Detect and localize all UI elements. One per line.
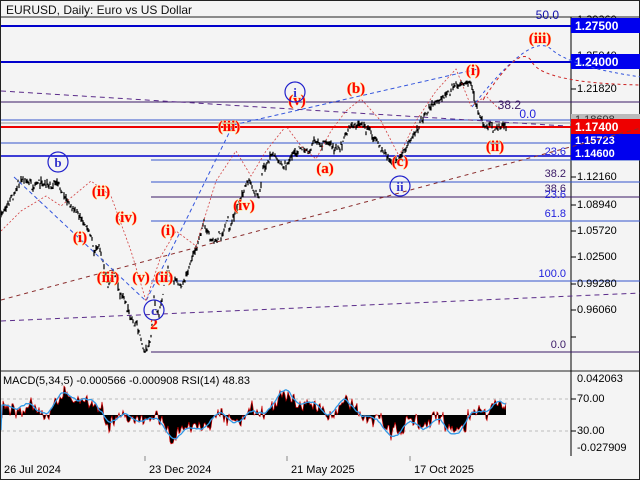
svg-text:(i): (i): [466, 63, 480, 79]
svg-text:1.08940: 1.08940: [577, 199, 617, 211]
svg-text:100.0: 100.0: [538, 268, 566, 280]
svg-text:(c): (c): [392, 154, 409, 170]
svg-text:50.0: 50.0: [536, 8, 560, 22]
svg-text:ii: ii: [396, 179, 404, 194]
svg-text:(i): (i): [161, 223, 175, 239]
svg-text:17 Oct 2025: 17 Oct 2025: [414, 464, 474, 476]
svg-text:70.00: 70.00: [577, 393, 605, 405]
svg-text:23.6: 23.6: [545, 189, 566, 201]
svg-text:(b): (b): [347, 81, 365, 97]
svg-text:1.24000: 1.24000: [575, 55, 619, 69]
svg-text:(ii): (ii): [92, 184, 110, 200]
svg-text:c: c: [151, 303, 157, 318]
svg-text:38.2: 38.2: [498, 98, 522, 112]
svg-text:0.0: 0.0: [519, 107, 536, 121]
svg-text:(iii): (iii): [529, 31, 552, 47]
svg-text:0.96060: 0.96060: [577, 304, 617, 316]
svg-text:(iii): (iii): [218, 119, 241, 135]
svg-text:b: b: [54, 155, 61, 170]
svg-text:(ii): (ii): [486, 139, 504, 155]
svg-text:(iv): (iv): [233, 198, 255, 214]
svg-text:38.2: 38.2: [545, 168, 566, 180]
svg-text:1.27500: 1.27500: [575, 19, 619, 33]
svg-text:1.12160: 1.12160: [577, 171, 617, 183]
svg-text:1.02500: 1.02500: [577, 251, 617, 263]
svg-text:(ii): (ii): [155, 270, 173, 286]
svg-text:1.05720: 1.05720: [577, 225, 617, 237]
svg-text:-0.027909: -0.027909: [577, 442, 627, 454]
svg-text:26 Jul 2024: 26 Jul 2024: [4, 464, 61, 476]
svg-text:i: i: [293, 85, 297, 100]
svg-text:(v): (v): [132, 270, 150, 286]
svg-text:23 Dec 2024: 23 Dec 2024: [149, 464, 211, 476]
svg-text:(iii): (iii): [97, 270, 120, 286]
svg-text:23.6: 23.6: [545, 146, 566, 158]
svg-text:0.042063: 0.042063: [577, 373, 623, 385]
svg-text:1.21820: 1.21820: [577, 83, 617, 95]
svg-text:1.14600: 1.14600: [575, 148, 615, 160]
svg-text:0.99280: 0.99280: [577, 278, 617, 290]
svg-text:1.15723: 1.15723: [575, 135, 615, 147]
svg-text:1.17400: 1.17400: [575, 120, 619, 134]
svg-text:(iv): (iv): [115, 210, 137, 226]
svg-text:61.8: 61.8: [545, 208, 566, 220]
svg-text:0.0: 0.0: [551, 339, 566, 351]
svg-text:MACD(5,34,5) -0.000566 -0.0009: MACD(5,34,5) -0.000566 -0.000908 RSI(14)…: [3, 375, 250, 387]
svg-text:30.00: 30.00: [577, 425, 605, 437]
svg-text:(i): (i): [73, 230, 87, 246]
svg-text:(a): (a): [316, 161, 334, 177]
svg-text:21 May 2025: 21 May 2025: [291, 464, 355, 476]
